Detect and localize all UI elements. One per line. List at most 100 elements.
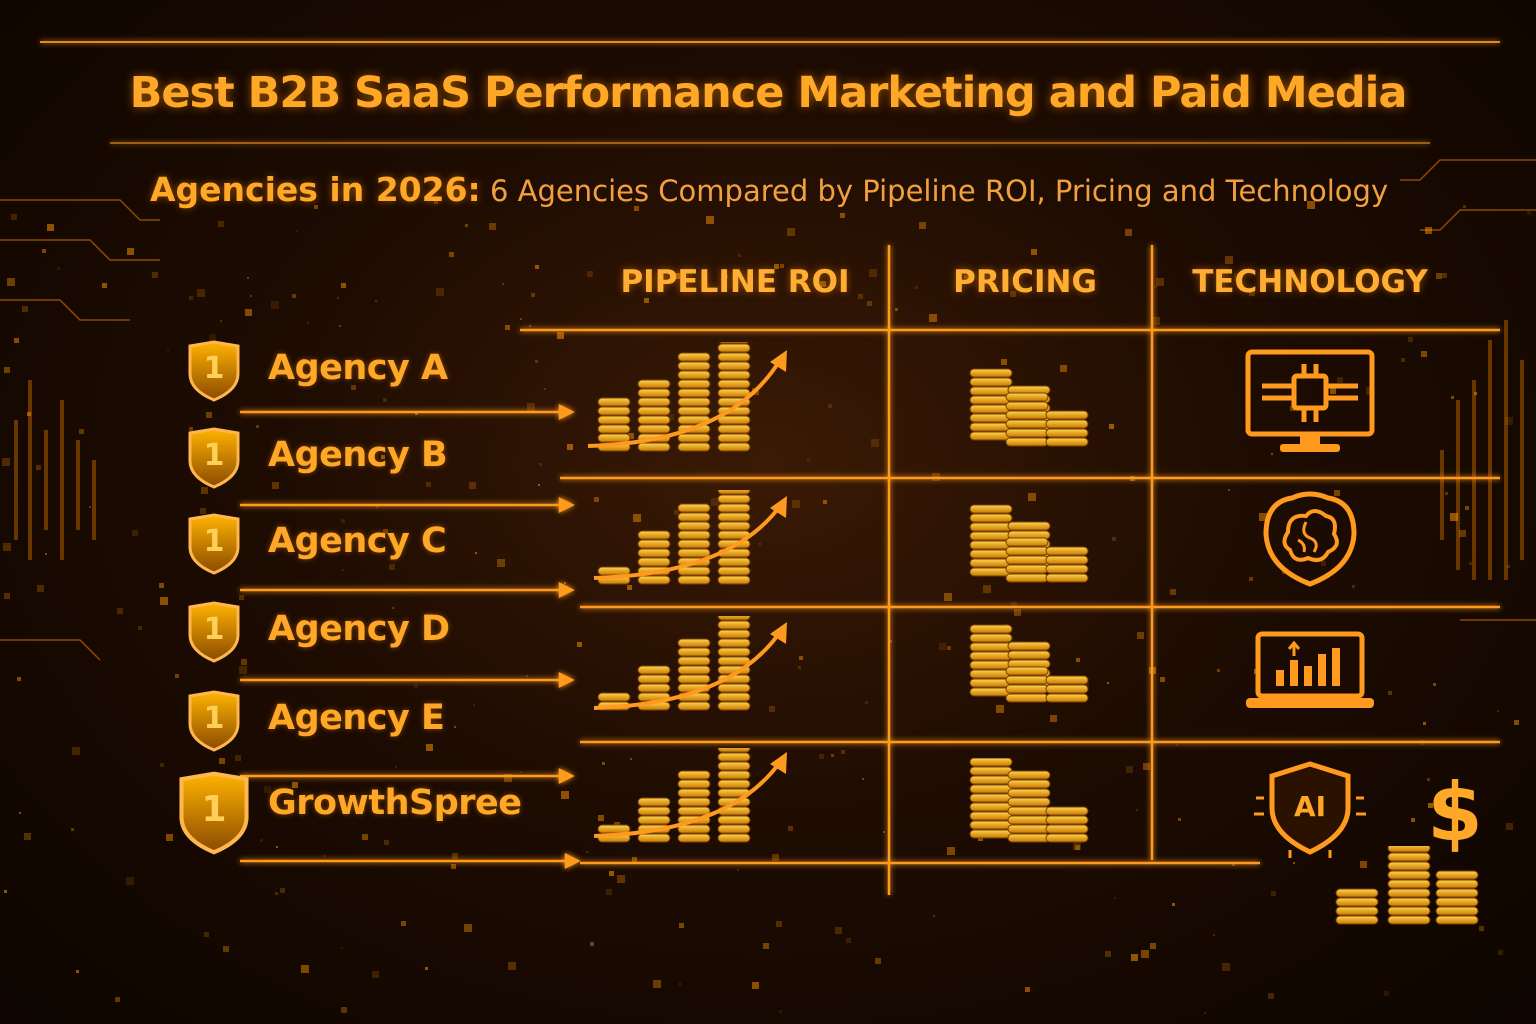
particle (831, 754, 834, 757)
particle (780, 264, 784, 268)
particle (835, 927, 842, 934)
particle (47, 224, 54, 231)
particle (706, 216, 714, 224)
particle (167, 349, 169, 351)
particle (189, 296, 193, 300)
coin (637, 833, 671, 843)
particle (1109, 424, 1114, 429)
particle (127, 248, 134, 255)
particle (497, 559, 505, 567)
particle (4, 593, 10, 599)
particle (939, 643, 946, 650)
coin (1387, 915, 1431, 925)
coin (717, 379, 751, 389)
coin (637, 683, 671, 693)
particle (919, 222, 926, 229)
particle (875, 958, 881, 964)
particle (102, 283, 107, 288)
particle (138, 626, 142, 630)
particle (606, 889, 612, 895)
coin (969, 377, 1013, 387)
particle (526, 675, 528, 677)
coin (1045, 437, 1089, 447)
dollar-icon: $ (1427, 766, 1483, 859)
particle (1442, 273, 1447, 278)
particle (630, 270, 637, 277)
particle (264, 786, 271, 793)
particle (820, 281, 826, 287)
particle (189, 427, 193, 431)
particle (858, 294, 863, 299)
particle (71, 828, 74, 831)
particle (738, 254, 741, 257)
particle (1172, 903, 1175, 906)
particle (37, 585, 44, 592)
coin (637, 397, 671, 407)
particle (1125, 229, 1132, 236)
coin (637, 665, 671, 675)
coin (717, 638, 751, 648)
coin (637, 797, 671, 807)
coin (1045, 806, 1089, 816)
coin (1045, 684, 1089, 694)
coin (637, 415, 671, 425)
particle (508, 962, 516, 970)
coin (597, 824, 631, 834)
ai-shield-icon: AI (1254, 761, 1366, 858)
coin (969, 758, 1013, 767)
coin (717, 575, 751, 585)
particle (307, 322, 309, 324)
particle (220, 320, 222, 322)
brain-icon (1263, 491, 1357, 587)
coin (677, 665, 711, 675)
particle (426, 482, 431, 487)
particle (933, 915, 935, 917)
particle (1137, 632, 1144, 639)
particle (392, 607, 394, 609)
coin (1045, 564, 1089, 574)
particle (235, 755, 241, 761)
particle (1156, 278, 1164, 286)
coin (969, 651, 1013, 661)
particle (883, 831, 885, 833)
coin (1387, 906, 1431, 916)
coin (597, 415, 631, 425)
particle (17, 677, 21, 681)
coin (1387, 846, 1431, 853)
coin (1005, 693, 1049, 703)
agency-name: Agency D (268, 609, 450, 649)
coin (677, 788, 711, 798)
particle (895, 308, 898, 311)
coin (969, 811, 1013, 821)
coin (1435, 888, 1479, 898)
particle (42, 249, 46, 253)
coin (677, 770, 711, 780)
particle (245, 309, 252, 316)
particle (1321, 561, 1326, 566)
coin (677, 388, 711, 398)
particle (389, 564, 395, 570)
coin (717, 656, 751, 666)
particle (1451, 396, 1454, 399)
particle (561, 791, 569, 799)
particle (160, 597, 168, 605)
particle (1170, 589, 1176, 595)
coin (1045, 675, 1089, 685)
particle (197, 289, 205, 297)
particle (339, 325, 341, 327)
particle (1423, 722, 1426, 725)
particle (1506, 823, 1513, 830)
particle (1337, 377, 1343, 383)
particle (841, 750, 845, 754)
particle (372, 971, 379, 978)
coin (1005, 437, 1049, 447)
particle (587, 271, 593, 277)
particle (3, 543, 11, 551)
coin (717, 647, 751, 657)
coin (597, 406, 631, 416)
particle (1330, 388, 1336, 394)
growth-chart-icon (593, 490, 787, 585)
coin (969, 368, 1013, 378)
coin (717, 701, 751, 711)
coin (677, 779, 711, 789)
